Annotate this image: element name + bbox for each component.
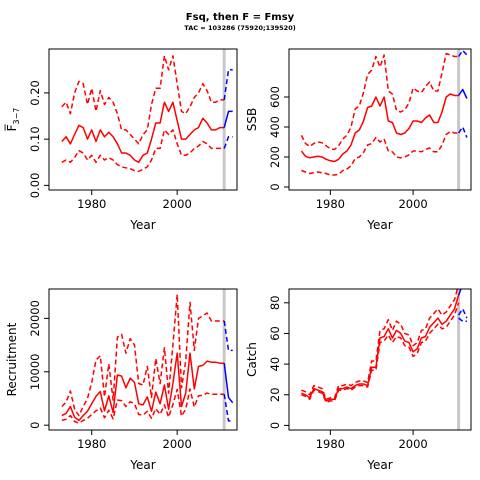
catch-series-projection-upper [457, 308, 468, 319]
fbar-x-tick-label: 1980 [77, 197, 106, 211]
ssb-series-projection-lower [457, 126, 468, 138]
catch-series-lower [301, 302, 460, 404]
ssb-series-lower [301, 130, 459, 176]
catch-series-projection-lower [458, 317, 467, 322]
fbar-y-tick-label: 0.00 [28, 173, 42, 199]
recruitment-x-tick-label: 2000 [163, 437, 192, 451]
recruitment-y-tick-label: 0 [28, 422, 42, 429]
catch-y-tick-label: 20 [268, 387, 282, 402]
fbar-panel: 1980 2000 0.00 0.10 0.20 Year F̅3−7 [4, 48, 238, 232]
recruitment-x-tick-label: 1980 [77, 437, 106, 451]
catch-x-axis-label: Year [366, 458, 392, 472]
fbar-series-projection-lower [223, 136, 233, 149]
ssb-series-projection-upper [457, 49, 468, 57]
fbar-series-upper [61, 55, 225, 145]
ssb-x-axis-label: Year [366, 218, 392, 232]
ssb-x-tick-label: 2000 [398, 197, 427, 211]
catch-y-axis-label: Catch [245, 342, 259, 377]
ssb-y-tick-label: 0 [268, 183, 282, 190]
fbar-series-lower [61, 129, 225, 173]
ssb-plot-frame [288, 48, 472, 191]
recruitment-series-median [61, 352, 225, 422]
recruitment-series-lower [61, 388, 225, 424]
catch-y-tick-label: 60 [268, 326, 282, 341]
recruitment-series-projection-upper [223, 320, 233, 352]
recruitment-y-tick-label: 20000 [28, 300, 42, 337]
figure-title: Fsq, then F = Fmsy [186, 12, 295, 23]
fbar-x-tick-label: 2000 [163, 197, 192, 211]
fbar-series-projection-upper [223, 69, 233, 101]
catch-series-projection-median [457, 289, 462, 296]
catch-x-tick-label: 2000 [398, 437, 427, 451]
recruitment-series-projection-lower [223, 394, 233, 422]
catch-x-tick-label: 1980 [316, 437, 345, 451]
recruitment-series-upper [61, 293, 225, 417]
ssb-series-upper [300, 52, 459, 151]
ssb-y-tick-label: 200 [268, 146, 282, 168]
recruitment-y-axis-label: Recruitment [5, 322, 19, 396]
fbar-series-projection-median [223, 110, 233, 128]
catch-series-upper [301, 289, 459, 401]
ssb-series-median [300, 93, 459, 163]
ssb-panel: 1980 2000 0 200 400 600 Year SSB [245, 48, 472, 232]
fbar-y-tick-label: 0.20 [28, 80, 42, 106]
ssb-y-axis-label: SSB [245, 108, 259, 131]
ssb-series-projection-median [457, 88, 468, 99]
fbar-series-median [61, 101, 225, 164]
recruitment-x-axis-label: Year [129, 458, 155, 472]
figure-subtitle: TAC = 103286 (75920;139520) [184, 24, 295, 32]
catch-y-tick-label: 80 [268, 295, 282, 310]
catch-y-tick-label: 40 [268, 357, 282, 372]
catch-panel: 1980 2000 0 20 40 60 80 Year Catch [245, 288, 472, 472]
fbar-plot-frame [48, 48, 238, 191]
ssb-x-tick-label: 1980 [316, 197, 345, 211]
recruitment-y-tick-label: 10000 [28, 353, 42, 390]
catch-series-median [301, 294, 460, 402]
catch-y-tick-label: 0 [268, 422, 282, 429]
catch-plot-frame [288, 288, 472, 431]
ssb-y-tick-label: 400 [268, 116, 282, 138]
recruitment-plot-frame [48, 288, 238, 431]
fbar-y-tick-label: 0.10 [28, 126, 42, 152]
fbar-y-axis-label: F̅3−7 [4, 108, 21, 132]
recruitment-series-projection-median [223, 363, 234, 404]
fbar-x-axis-label: Year [129, 218, 155, 232]
ssb-y-tick-label: 600 [268, 86, 282, 108]
